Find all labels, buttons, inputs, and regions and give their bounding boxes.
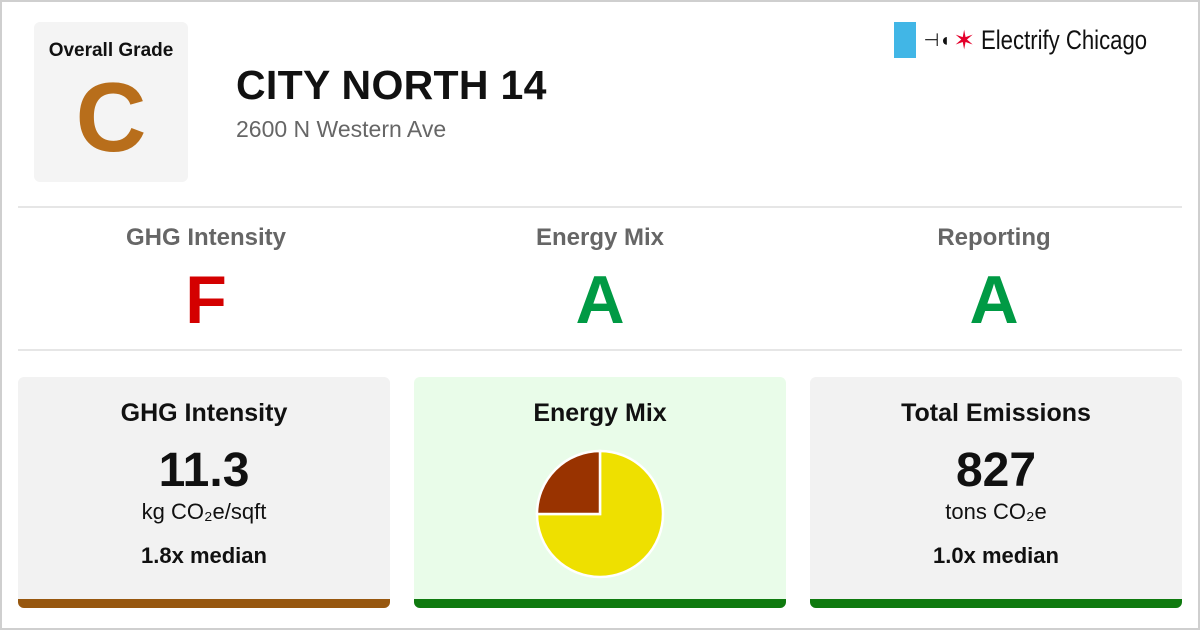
subgrade-ghg-intensity: GHG Intensity F — [16, 224, 396, 334]
card-title: Total Emissions — [901, 399, 1091, 427]
subgrade-label: Energy Mix — [535, 224, 665, 251]
energy-mix-card: Energy Mix — [414, 377, 786, 608]
subgrade-energy-mix: Energy Mix A — [410, 224, 790, 334]
total-emissions-median: 1.0x median — [933, 543, 1059, 568]
card-title: Energy Mix — [533, 399, 667, 427]
total-emissions-unit: tons CO₂e — [945, 499, 1047, 524]
ghg-intensity-median: 1.8x median — [141, 543, 267, 568]
building-name: CITY NORTH 14 — [236, 62, 547, 108]
flag-stripe-icon — [893, 22, 916, 58]
divider — [18, 206, 1182, 208]
ghg-intensity-value: 11.3 — [158, 444, 250, 497]
total-emissions-card: Total Emissions 827 tons CO₂e 1.0x media… — [810, 377, 1182, 608]
card-accent-bar — [810, 599, 1182, 608]
card-accent-bar — [414, 599, 786, 608]
subgrade-label: Reporting — [937, 224, 1051, 251]
energy-mix-pie-chart — [535, 449, 665, 579]
total-emissions-value: 827 — [955, 444, 1037, 497]
subgrade-label: GHG Intensity — [125, 224, 287, 251]
plug-icon: ⊣◖ — [923, 29, 951, 50]
pie-slice-1 — [535, 449, 602, 516]
subgrade-letter: A — [969, 262, 1019, 338]
brand-name: Electrify Chicago — [981, 24, 1148, 55]
subgrade-reporting: Reporting A — [804, 224, 1184, 334]
overall-grade-letter: C — [75, 62, 147, 172]
card-accent-bar — [18, 599, 390, 608]
divider — [18, 349, 1182, 351]
subgrade-letter: A — [575, 262, 625, 338]
ghg-intensity-card: GHG Intensity 11.3 kg CO₂e/sqft 1.8x med… — [18, 377, 390, 608]
subgrade-letter: F — [185, 262, 227, 338]
overall-grade-label: Overall Grade — [48, 40, 174, 61]
brand-logo[interactable]: ⊣◖ ✶ Electrify Chicago — [893, 22, 1176, 58]
card-title: GHG Intensity — [120, 399, 288, 427]
chicago-star-icon: ✶ — [953, 25, 975, 55]
overall-grade-box: Overall Grade C — [34, 22, 188, 182]
ghg-intensity-unit: kg CO₂e/sqft — [141, 499, 267, 524]
building-address: 2600 N Western Ave — [236, 116, 447, 142]
